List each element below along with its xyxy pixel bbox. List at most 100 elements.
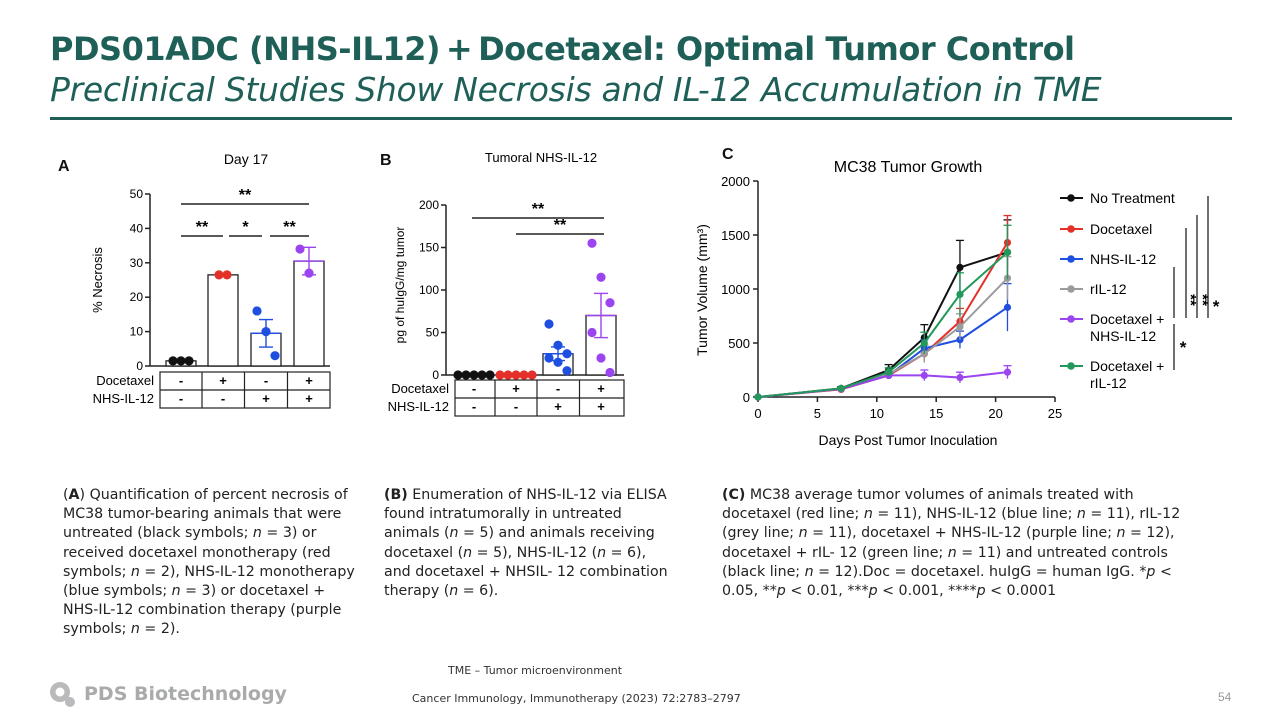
data-point bbox=[485, 370, 495, 380]
significance-stars: * bbox=[1180, 338, 1187, 357]
table-cell: - bbox=[472, 381, 476, 396]
panel-b-label: B bbox=[380, 152, 392, 169]
legend-label: NHS-IL-12 bbox=[1090, 251, 1156, 267]
y-tick-label: 500 bbox=[728, 336, 750, 351]
bar bbox=[293, 260, 325, 367]
legend-label-line: Docetaxel + bbox=[1090, 358, 1164, 374]
y-tick-label: 0 bbox=[432, 368, 439, 382]
data-point bbox=[1003, 303, 1012, 311]
panel-c-label: C bbox=[722, 146, 734, 163]
table-cell: - bbox=[179, 391, 183, 406]
legend-label: rIL-12 bbox=[1090, 281, 1127, 297]
y-tick-label: 150 bbox=[419, 241, 439, 255]
data-point bbox=[956, 373, 964, 382]
y-tick-label: 2000 bbox=[721, 174, 750, 189]
y-tick-label: 100 bbox=[419, 283, 439, 297]
significance-stars: * bbox=[1213, 297, 1220, 316]
table-cell: - bbox=[179, 373, 183, 388]
table-cell: + bbox=[262, 391, 270, 406]
table-cell: + bbox=[305, 391, 313, 406]
legend-swatch-marker bbox=[1067, 315, 1075, 323]
series-line bbox=[757, 306, 1009, 398]
row-label: NHS-IL-12 bbox=[388, 399, 449, 414]
legend-label: Docetaxel bbox=[1090, 221, 1152, 237]
chart-title: Day 17 bbox=[224, 151, 269, 167]
data-point bbox=[461, 370, 471, 380]
legend-swatch-marker bbox=[1067, 194, 1075, 202]
chart-title: MC38 Tumor Growth bbox=[834, 159, 982, 176]
data-point bbox=[544, 319, 554, 329]
data-point bbox=[605, 298, 615, 308]
x-tick-label: 5 bbox=[814, 406, 821, 421]
x-tick-label: 10 bbox=[870, 406, 884, 421]
legend-label-line: Docetaxel + bbox=[1090, 311, 1164, 327]
legend-label: Docetaxel + NHS-IL-12 bbox=[1090, 311, 1164, 344]
data-point bbox=[1003, 368, 1012, 376]
y-tick-label: 10 bbox=[130, 325, 144, 339]
data-point bbox=[214, 270, 224, 280]
legend-swatch-marker bbox=[1067, 362, 1075, 370]
data-point bbox=[261, 327, 271, 337]
y-tick-label: 0 bbox=[743, 390, 750, 405]
data-point bbox=[605, 367, 615, 378]
data-point bbox=[184, 356, 194, 366]
caption-a: (A) Quantification of percent necrosis o… bbox=[63, 487, 355, 638]
table-cell: + bbox=[554, 399, 562, 414]
pds-logo-icon bbox=[50, 682, 75, 707]
x-tick-label: 20 bbox=[988, 406, 1002, 421]
data-point bbox=[920, 339, 928, 347]
data-point bbox=[562, 349, 572, 359]
data-point bbox=[168, 356, 178, 366]
data-point bbox=[252, 306, 262, 316]
series-line bbox=[757, 251, 1009, 398]
tme-footnote: TME – Tumor microenvironment bbox=[448, 664, 623, 677]
slide-subtitle: Preclinical Studies Show Necrosis and IL… bbox=[50, 70, 1102, 109]
data-point bbox=[270, 351, 280, 361]
significance-stars: ** bbox=[1194, 294, 1211, 306]
data-point bbox=[754, 393, 762, 401]
significance-stars: ** bbox=[239, 187, 252, 204]
y-tick-label: 50 bbox=[130, 187, 144, 201]
y-axis-label: Tumor Volume (mm³) bbox=[694, 224, 710, 356]
table-cell: + bbox=[512, 381, 520, 396]
data-point bbox=[596, 272, 606, 282]
table-cell: - bbox=[221, 391, 225, 406]
legend-label-line: rIL-12 bbox=[1090, 375, 1127, 391]
series-line bbox=[757, 277, 1009, 398]
row-label: Docetaxel bbox=[391, 381, 449, 396]
y-axis-label: % Necrosis bbox=[90, 247, 105, 313]
x-tick-label: 0 bbox=[754, 406, 761, 421]
y-tick-label: 20 bbox=[130, 290, 144, 304]
data-point bbox=[527, 370, 537, 380]
y-tick-label: 50 bbox=[426, 326, 440, 340]
data-point bbox=[956, 263, 964, 271]
data-point bbox=[453, 370, 463, 380]
y-tick-label: 40 bbox=[130, 221, 144, 235]
panel-a-label: A bbox=[58, 158, 70, 175]
title-divider bbox=[50, 117, 1232, 120]
row-label: Docetaxel bbox=[96, 373, 154, 388]
legend-swatch-marker bbox=[1067, 225, 1075, 233]
table-cell: - bbox=[264, 373, 268, 388]
data-point bbox=[956, 290, 964, 298]
y-axis-label: pg of huIgG/mg tumor bbox=[393, 227, 407, 344]
legend-swatch-marker bbox=[1067, 255, 1075, 263]
significance-stars: * bbox=[242, 219, 249, 236]
table-cell: + bbox=[597, 399, 605, 414]
data-point bbox=[477, 370, 487, 380]
table-cell: + bbox=[305, 373, 313, 388]
x-axis-label: Days Post Tumor Inoculation bbox=[819, 432, 998, 448]
company-logo: PDS Biotechnology bbox=[48, 680, 287, 708]
data-point bbox=[176, 356, 186, 366]
data-point bbox=[587, 327, 597, 338]
data-point bbox=[511, 370, 521, 380]
significance-stars: ** bbox=[196, 219, 209, 236]
y-tick-label: 200 bbox=[419, 198, 439, 212]
slide-title: PDS01ADC (NHS-IL12) + Docetaxel: Optimal… bbox=[50, 30, 1075, 68]
data-point bbox=[596, 353, 606, 363]
citation: Cancer Immunology, Immunotherapy (2023) … bbox=[412, 692, 741, 705]
caption-b: (B) Enumeration of NHS-IL-12 via ELISA f… bbox=[384, 487, 668, 600]
significance-stars: ** bbox=[554, 217, 567, 234]
table-cell: - bbox=[472, 399, 476, 414]
